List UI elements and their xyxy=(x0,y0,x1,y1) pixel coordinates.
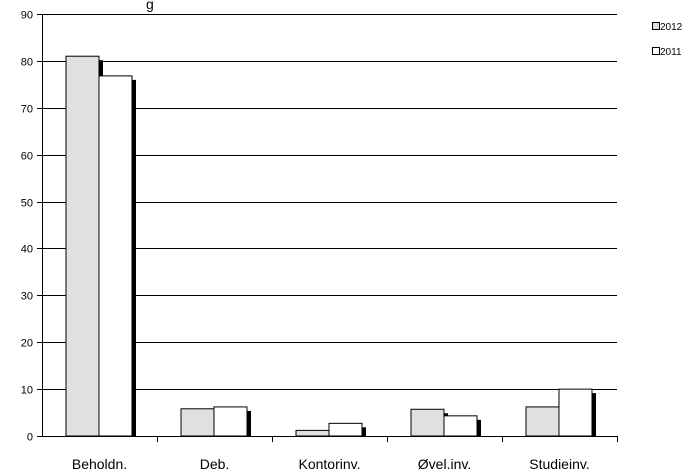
y-tick-label-60: 60 xyxy=(21,151,33,163)
bar-2011-1 xyxy=(213,406,248,437)
bar-2012-1 xyxy=(180,408,215,437)
bar-2012-2 xyxy=(295,429,330,437)
bar-2012-4 xyxy=(525,406,560,437)
x-label-4: Studieinv. xyxy=(529,456,589,472)
y-tick-label-30: 30 xyxy=(21,291,33,303)
bar-2011-3 xyxy=(443,415,478,437)
y-tick-label-0: 0 xyxy=(27,432,33,444)
legend-label-2011: 2011 xyxy=(660,47,682,58)
bar-2011-4 xyxy=(558,388,593,437)
axes xyxy=(42,14,618,442)
legend-label-2012: 2012 xyxy=(660,22,683,33)
x-label-0: Beholdn. xyxy=(72,456,127,472)
bar-2012-3 xyxy=(410,408,445,437)
y-tick-label-40: 40 xyxy=(21,244,33,256)
legend-swatch-2012 xyxy=(652,22,660,30)
y-tick-label-50: 50 xyxy=(21,198,33,210)
legend: 2012 2011 xyxy=(652,22,683,58)
bar-2012-0 xyxy=(65,55,100,437)
y-tick-label-70: 70 xyxy=(21,104,33,116)
y-tick-label-10: 10 xyxy=(21,385,33,397)
x-label-1: Deb. xyxy=(200,456,230,472)
bars xyxy=(65,55,596,437)
chart-title-fragment: g xyxy=(146,0,154,12)
y-tick-label-80: 80 xyxy=(21,57,33,69)
bar-2011-0 xyxy=(98,75,133,437)
x-label-2: Kontorinv. xyxy=(299,456,361,472)
gridlines xyxy=(42,14,617,390)
legend-swatch-2011 xyxy=(652,47,660,55)
bar-2011-2 xyxy=(328,422,363,437)
y-tick-label-90: 90 xyxy=(21,10,33,22)
y-axis-ticks: 0 10 20 30 40 50 60 70 80 90 xyxy=(21,10,42,444)
x-axis-labels: Beholdn. Deb. Kontorinv. Øvel.inv. Studieinv… xyxy=(72,456,590,472)
y-tick-label-20: 20 xyxy=(21,338,33,350)
x-label-3: Øvel.inv. xyxy=(418,456,471,472)
